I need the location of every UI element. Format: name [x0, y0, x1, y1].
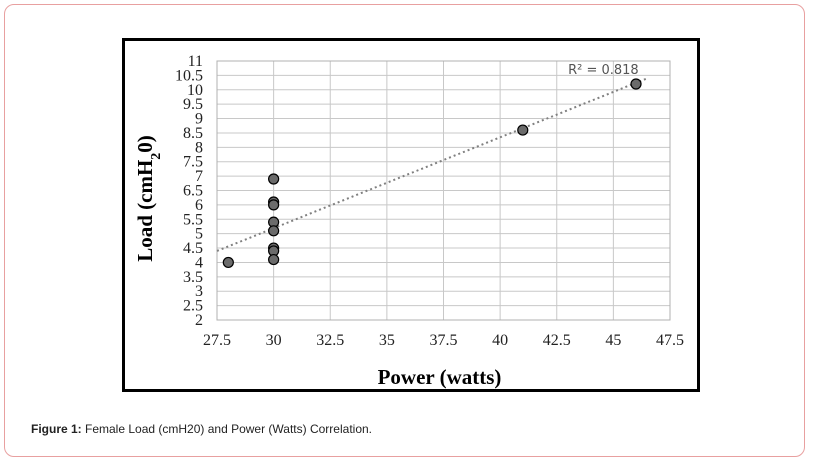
x-tick-label: 40	[492, 332, 508, 349]
y-tick-label: 7.5	[183, 154, 203, 171]
y-tick-label: 10.5	[175, 67, 203, 84]
x-tick-label: 27.5	[203, 332, 231, 349]
y-tick-label: 7	[195, 168, 203, 185]
x-axis-title: Power (watts)	[378, 365, 502, 389]
data-point	[268, 173, 280, 185]
caption-label: Figure 1:	[31, 422, 82, 436]
y-tick-label: 4.5	[183, 240, 203, 257]
y-tick-label: 2.5	[183, 298, 203, 315]
y-tick-label: 3	[195, 283, 203, 300]
data-point	[268, 253, 280, 266]
y-tick-label: 4	[195, 254, 203, 271]
x-tick-label: 32.5	[316, 332, 344, 349]
data-point	[630, 78, 642, 90]
grid-layer	[216, 60, 671, 321]
y-axis-title: Load (cmH20)	[133, 135, 164, 262]
caption-text: Female Load (cmH20) and Power (Watts) Co…	[81, 422, 372, 436]
point-layer	[222, 78, 642, 269]
chart-box: 2 2.5 3 3.5 4 4.5 5 5.5 6 6.5 7 7.5 8 8.5 9 9.5 10 10.5 11…	[122, 38, 700, 392]
y-tick-label: 8	[195, 139, 203, 156]
data-point	[222, 256, 234, 269]
y-tick-label: 2	[195, 312, 203, 329]
x-tick-label: 42.5	[543, 332, 571, 349]
x-tick-label: 30	[266, 332, 282, 349]
trendline	[216, 77, 648, 252]
x-tick-label: 37.5	[430, 332, 458, 349]
data-point	[517, 124, 529, 136]
y-tick-label: 9.5	[183, 96, 203, 113]
data-point	[268, 225, 280, 237]
y-tick-label: 3.5	[183, 269, 203, 286]
x-tick-label: 45	[605, 332, 621, 349]
x-tick-label: 47.5	[656, 332, 684, 349]
y-tick-label: 11	[188, 53, 203, 70]
r-squared-label: R² = 0.818	[568, 63, 639, 78]
y-tick-label: 5.5	[183, 211, 203, 228]
y-tick-label: 9	[195, 111, 203, 128]
axis-layer	[216, 60, 671, 321]
y-tick-label: 8.5	[183, 125, 203, 142]
y-tick-label: 6	[195, 197, 203, 214]
data-point	[268, 199, 280, 211]
x-tick-label: 35	[379, 332, 395, 349]
trend-layer	[216, 77, 648, 252]
plot-area-border	[216, 60, 671, 321]
figure-frame: 2 2.5 3 3.5 4 4.5 5 5.5 6 6.5 7 7.5 8 8.5 9 9.5 10 10.5 11…	[4, 4, 805, 457]
y-tick-label: 10	[187, 82, 203, 99]
y-tick-label: 6.5	[183, 183, 203, 200]
y-tick-label: 5	[195, 226, 203, 243]
figure-caption: Figure 1: Female Load (cmH20) and Power …	[31, 422, 372, 436]
scatter-chart: 22.533.544.555.566.577.588.599.51010.511…	[133, 53, 684, 389]
text-layer: 22.533.544.555.566.577.588.599.51010.511…	[133, 53, 684, 389]
